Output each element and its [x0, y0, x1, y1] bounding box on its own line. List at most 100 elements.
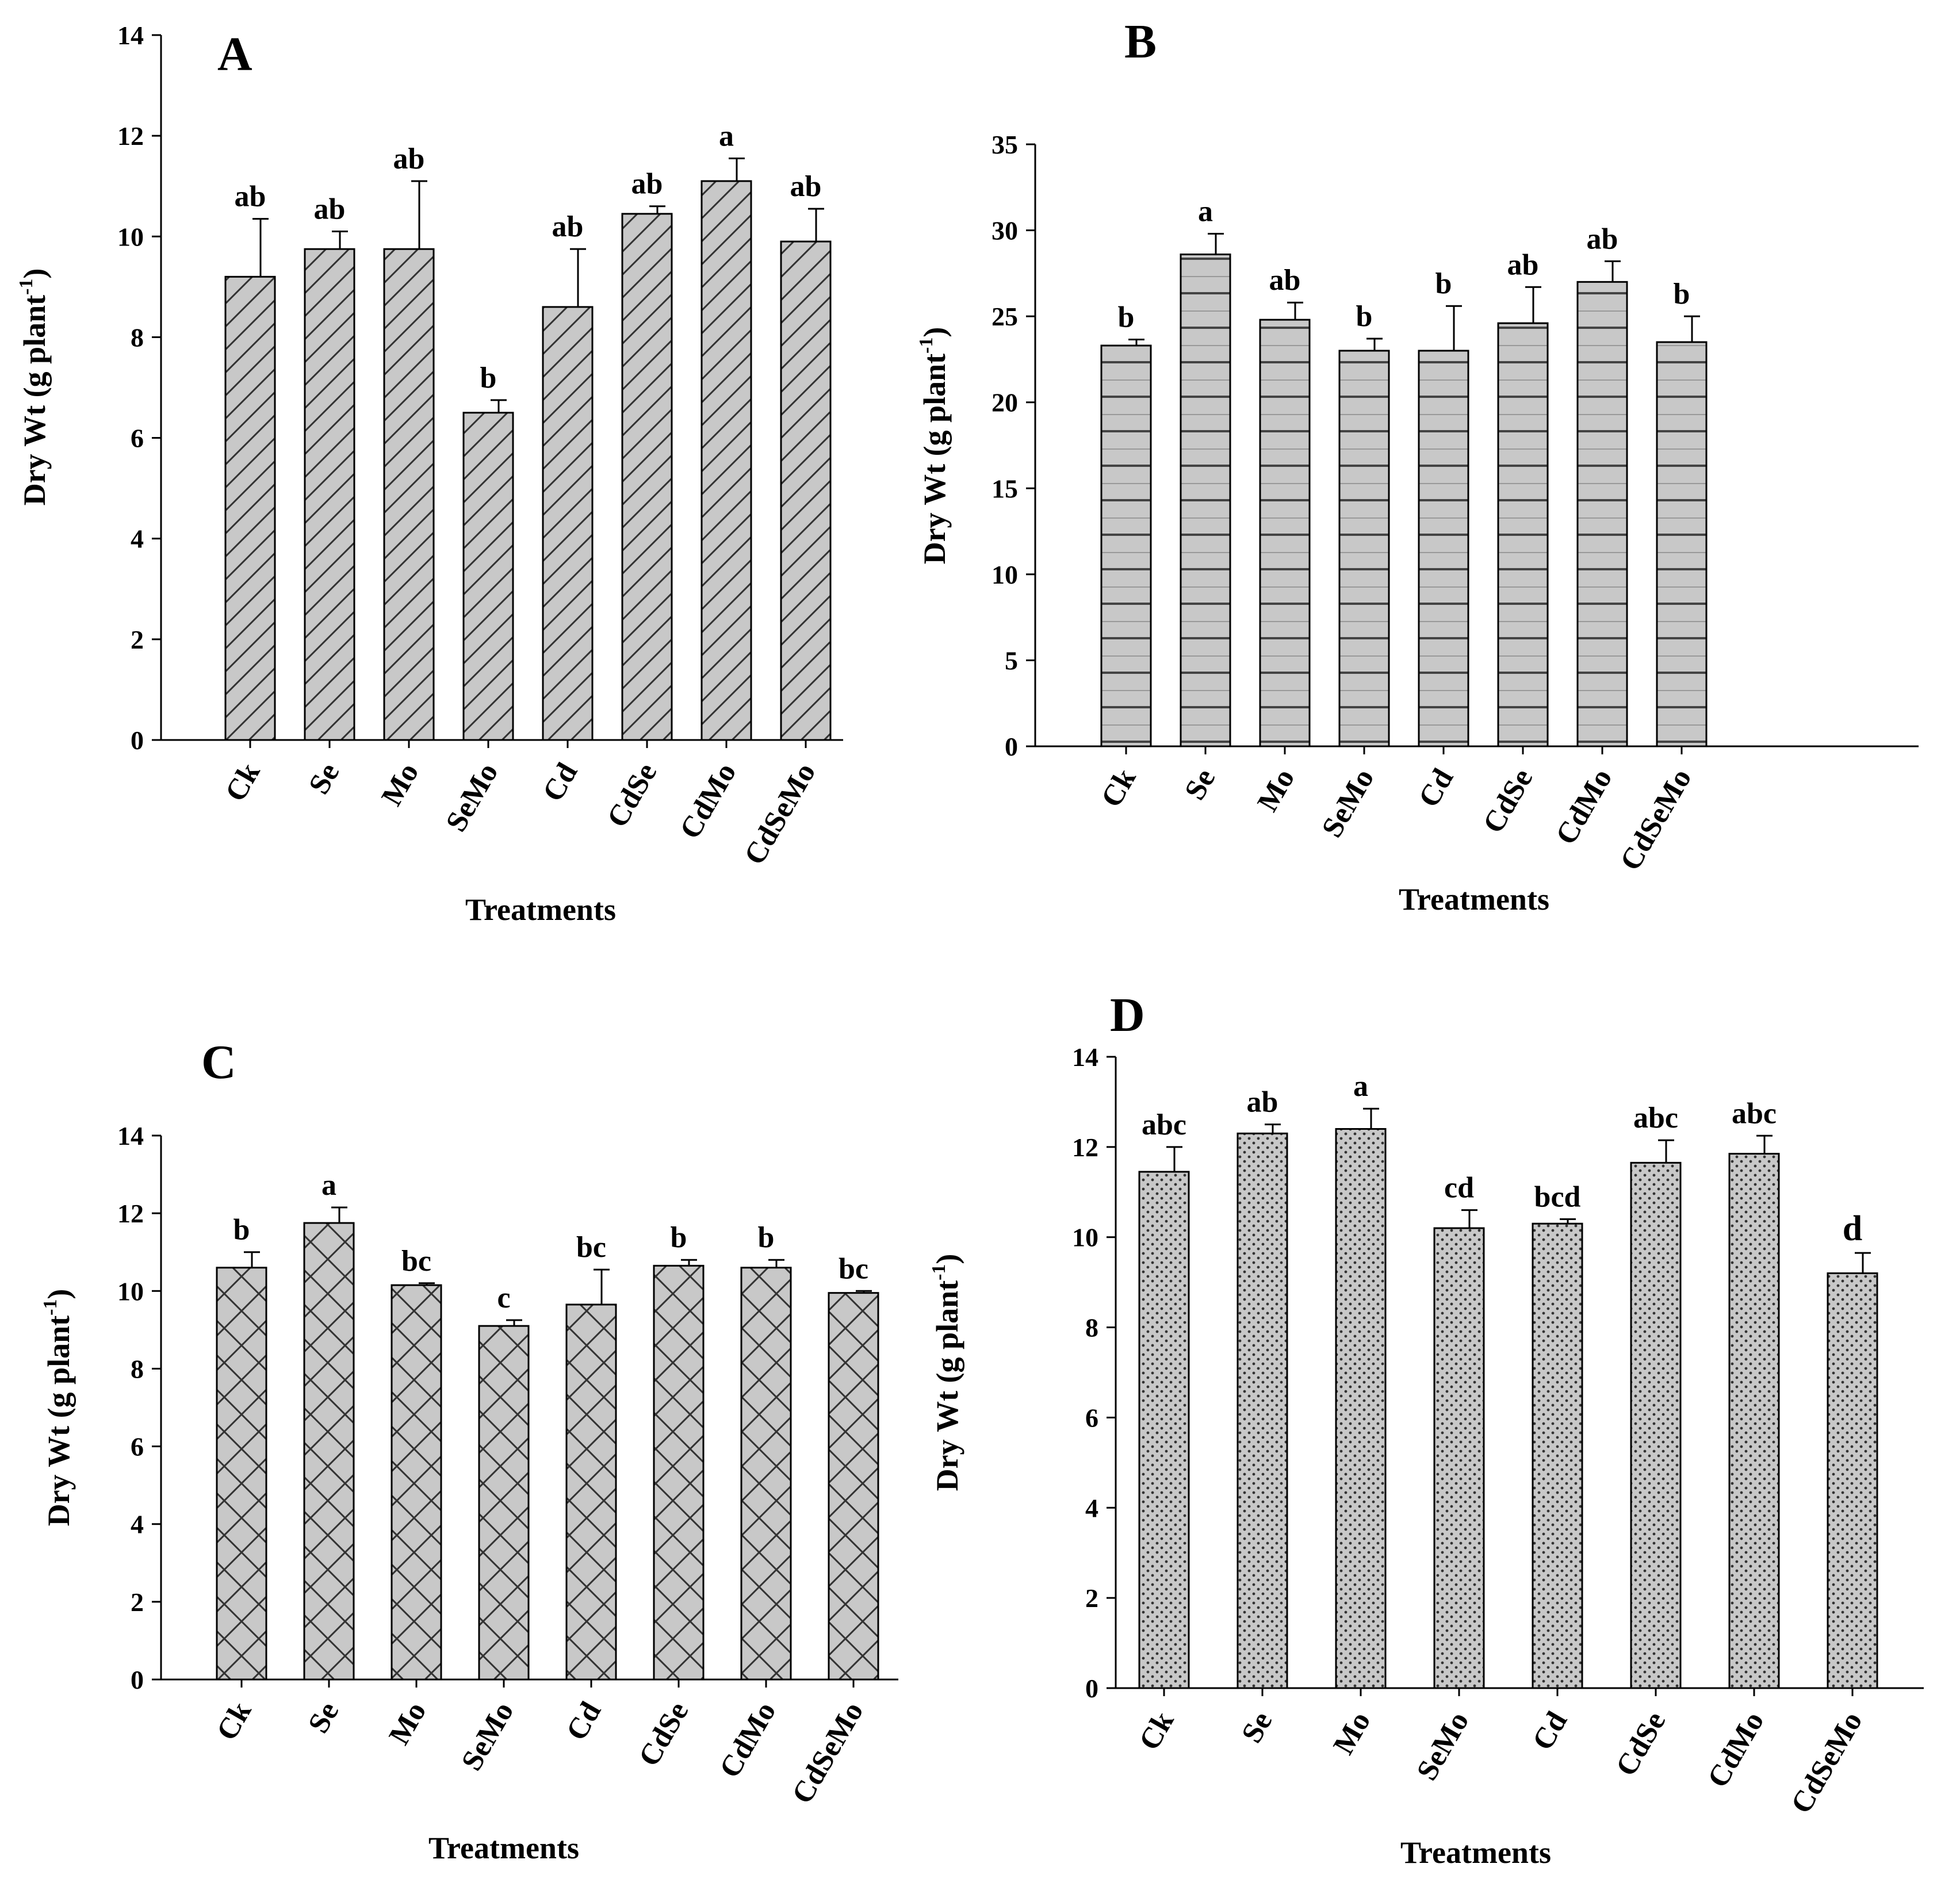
y-tick-label: 10 [117, 222, 144, 251]
x-tick-label-ck: Ck [210, 1696, 258, 1746]
bar-cdse [1497, 322, 1549, 747]
x-tick-label-semo: SeMo [1315, 764, 1380, 843]
bar-ck [216, 1267, 267, 1681]
x-tick-label-cdsemo: CdSeMo [786, 1697, 870, 1809]
y-tick-label: 4 [131, 524, 144, 554]
y-tick-label: 20 [992, 388, 1018, 417]
y-tick-label: 5 [1005, 646, 1018, 675]
x-tick-label-cdsemo: CdSeMo [1785, 1707, 1869, 1819]
y-axis-title-main: Dry Wt (g plant [41, 1316, 76, 1527]
x-axis-title: Treatments [1399, 882, 1549, 917]
y-tick-label: 8 [131, 323, 144, 352]
y-tick-label: 10 [1072, 1223, 1098, 1252]
significance-label: cd [1444, 1172, 1474, 1205]
x-tick-label-semo: SeMo [1410, 1707, 1475, 1786]
x-tick-label-se: Se [1178, 764, 1222, 806]
x-tick-label-cdse: CdSe [1610, 1707, 1672, 1782]
y-tick-label: 4 [131, 1510, 144, 1539]
y-tick-label: 25 [992, 302, 1018, 331]
bar-cdmo [1728, 1153, 1780, 1689]
bar-cd [1418, 350, 1469, 747]
y-tick-label: 2 [131, 625, 144, 654]
significance-label: a [719, 120, 734, 153]
bar-ck [1100, 344, 1152, 747]
bar-mo [1335, 1128, 1387, 1689]
significance-label: b [1674, 278, 1690, 310]
bar-se [303, 1222, 355, 1681]
x-axis-title: Treatments [1400, 1835, 1551, 1870]
x-tick-label-cd: Cd [560, 1696, 608, 1746]
bar-cdse [653, 1264, 705, 1681]
significance-label: b [1118, 301, 1135, 334]
x-tick-label-cdse: CdSe [633, 1697, 695, 1772]
y-tick-label: 6 [1085, 1403, 1098, 1432]
bar-cd [565, 1303, 617, 1681]
significance-label: ab [1247, 1086, 1278, 1119]
significance-label: ab [1507, 248, 1539, 281]
significance-label: b [480, 362, 497, 394]
y-axis-title: Dry Wt (g plant-1) [916, 327, 952, 565]
x-tick-label-cd: Cd [1526, 1706, 1574, 1755]
panel-letter-d: D [1110, 988, 1145, 1042]
significance-label: bc [839, 1252, 868, 1285]
y-tick-label: 10 [992, 560, 1018, 589]
bar-se [1237, 1132, 1288, 1689]
y-tick-label: 14 [117, 21, 144, 50]
x-tick-label-se: Se [302, 1697, 345, 1739]
x-tick-label-cdsemo: CdSeMo [738, 758, 822, 871]
x-tick-label-mo: Mo [382, 1697, 432, 1751]
y-tick-label: 6 [131, 1432, 144, 1462]
y-tick-label: 10 [117, 1276, 144, 1306]
bar-cd [542, 306, 594, 741]
panels: AabCkabSeabMobSeMoabCdabCdSeaCdMoabCdSeM… [16, 15, 1924, 1870]
y-axis-title-main: Dry Wt (g plant [917, 354, 952, 565]
y-tick-label: 15 [992, 474, 1018, 503]
bar-cdmo [1576, 281, 1628, 747]
y-tick-label: 0 [131, 726, 144, 755]
significance-label: ab [1269, 264, 1301, 297]
x-axis-title: Treatments [465, 892, 616, 927]
y-tick-label: 0 [1085, 1674, 1098, 1703]
significance-label: b [758, 1221, 775, 1254]
panel-a: Aab Ck ab Se ab Mo b SeMo ab Cd ab CdSe a CdMo ab CdSeM… [16, 21, 843, 927]
bar-cdsemo [1656, 341, 1708, 747]
x-tick-label-cdse: CdSe [601, 758, 664, 833]
bar-cd [1532, 1222, 1583, 1689]
significance-label: abc [1142, 1109, 1186, 1141]
y-axis-title-main: Dry Wt (g plant [930, 1280, 964, 1491]
x-tick-label-ck: Ck [1133, 1706, 1181, 1755]
y-tick-label: 35 [992, 130, 1018, 159]
significance-label: d [1843, 1209, 1862, 1248]
y-axis-title-superscript: -1 [928, 1264, 950, 1280]
significance-label: a [1198, 195, 1213, 228]
y-tick-label: 14 [1072, 1042, 1098, 1072]
y-axis-title-main: Dry Wt (g plant [17, 295, 52, 506]
significance-label: ab [1587, 223, 1618, 255]
y-axis-title: Dry Wt (g plant-1) [40, 1289, 76, 1527]
y-tick-label: 12 [117, 1199, 144, 1228]
x-tick-label-cdmo: CdMo [673, 758, 742, 845]
y-tick-label: 8 [131, 1354, 144, 1383]
y-tick-label: 30 [992, 216, 1018, 246]
x-tick-label-ck: Ck [219, 757, 267, 807]
x-tick-label-se: Se [1235, 1707, 1278, 1749]
x-tick-label-se: Se [303, 758, 346, 800]
y-axis-title-superscript: -1 [916, 338, 937, 354]
panel-letter-c: C [201, 1036, 236, 1089]
bar-cdse [621, 213, 673, 741]
bar-cdmo [700, 180, 752, 741]
significance-label: ab [393, 143, 425, 175]
bar-mo [383, 248, 435, 741]
bar-ck [224, 275, 276, 741]
y-axis-title: Dry Wt (g plant-1) [928, 1254, 964, 1491]
significance-label: b [233, 1214, 250, 1247]
y-tick-label: 4 [1085, 1493, 1098, 1523]
y-tick-label: 0 [1005, 732, 1018, 761]
significance-label: abc [1732, 1097, 1777, 1130]
y-tick-label: 12 [1072, 1133, 1098, 1162]
y-axis-title-end: ) [917, 327, 952, 338]
x-tick-label-cdmo: CdMo [1701, 1707, 1770, 1793]
significance-label: ab [552, 210, 584, 243]
bar-cdmo [740, 1267, 792, 1681]
